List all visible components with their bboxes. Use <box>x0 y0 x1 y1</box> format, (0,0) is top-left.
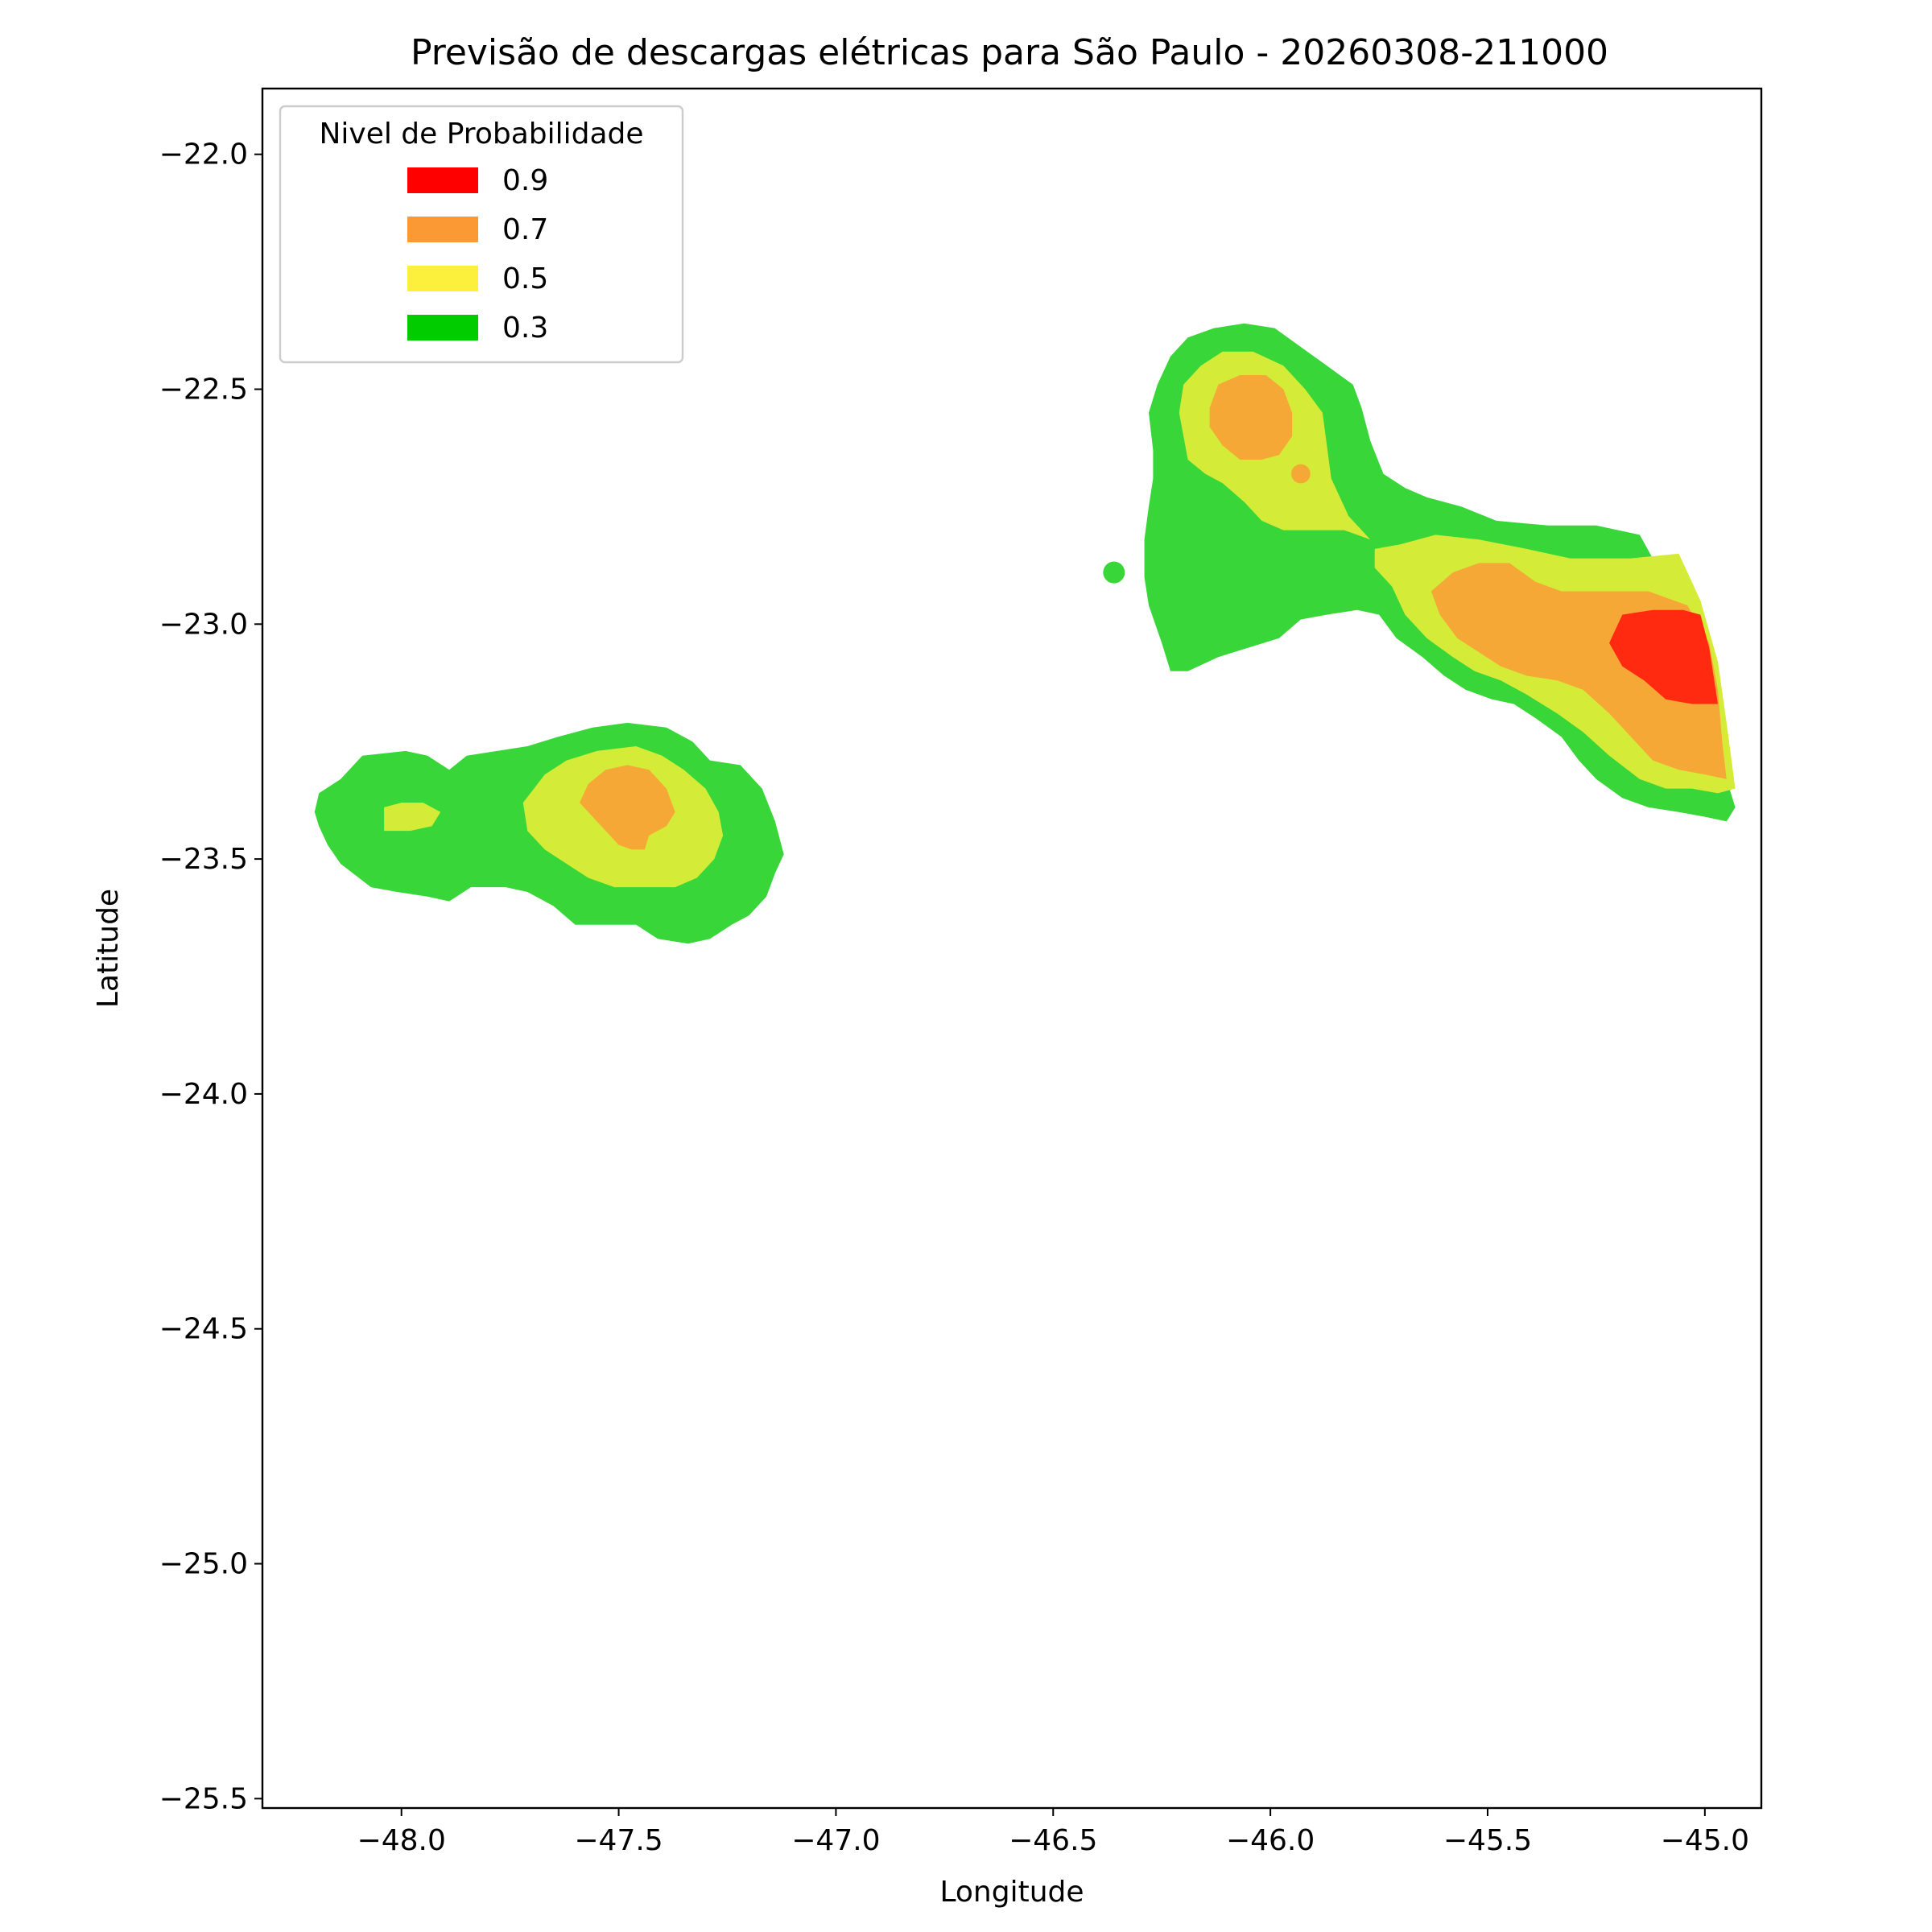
contour-region-northeast-east-09 <box>1609 609 1718 704</box>
x-axis-label: Longitude <box>939 1876 1084 1909</box>
y-axis: −22.0 −22.5 −23.0 −23.5 −24.0 −24.5 −25.0 −25.5 <box>159 138 262 1815</box>
y-tick-label: −23.5 <box>159 843 248 876</box>
y-tick-label: −23.0 <box>159 608 248 641</box>
contour-region-northeast-north-07 <box>1209 375 1293 460</box>
y-axis-label: Latitude <box>92 889 125 1008</box>
y-tick-label: −24.0 <box>159 1078 248 1111</box>
legend-swatch <box>407 167 478 193</box>
x-tick-label: −47.5 <box>574 1824 663 1857</box>
y-tick-label: −25.5 <box>159 1782 248 1815</box>
x-tick-label: −46.5 <box>1009 1824 1097 1857</box>
x-tick-label: −48.0 <box>357 1824 446 1857</box>
legend-label: 0.7 <box>502 213 548 246</box>
plot-background <box>262 89 1761 1808</box>
contour-regions <box>314 323 1736 944</box>
y-tick-label: −22.0 <box>159 138 248 171</box>
y-tick-label: −22.5 <box>159 374 248 407</box>
x-tick-label: −46.0 <box>1226 1824 1315 1857</box>
y-tick-label: −24.5 <box>159 1313 248 1346</box>
contour-region-isolated-point-03 <box>1103 561 1125 584</box>
x-tick-label: −47.0 <box>791 1824 880 1857</box>
plot-frame <box>261 87 1763 1810</box>
legend-swatch <box>407 315 478 341</box>
legend-box <box>279 105 684 364</box>
legend: Nivel de Probabilidade 0.9 0.7 0.5 0.3 <box>279 105 684 364</box>
legend-swatch <box>407 266 478 291</box>
plot-area <box>261 87 1763 1810</box>
contour-region-west-07 <box>580 765 675 850</box>
contour-region-northeast-dot-07 <box>1291 464 1311 484</box>
y-tick-label: −25.0 <box>159 1548 248 1581</box>
legend-swatch <box>407 217 478 242</box>
legend-entries: 0.9 0.7 0.5 0.3 <box>407 164 548 345</box>
x-tick-label: −45.0 <box>1661 1824 1749 1857</box>
chart-title: Previsão de descargas elétricas para São… <box>411 32 1608 73</box>
legend-label: 0.9 <box>502 164 548 197</box>
legend-title: Nivel de Probabilidade <box>319 118 643 151</box>
contour-region-west-left-05 <box>384 803 441 832</box>
legend-label: 0.3 <box>502 312 548 345</box>
x-tick-label: −45.5 <box>1443 1824 1532 1857</box>
x-axis: −48.0 −47.5 −47.0 −46.5 −46.0 −45.5 −45.0 <box>357 1808 1749 1857</box>
legend-label: 0.5 <box>502 262 548 295</box>
